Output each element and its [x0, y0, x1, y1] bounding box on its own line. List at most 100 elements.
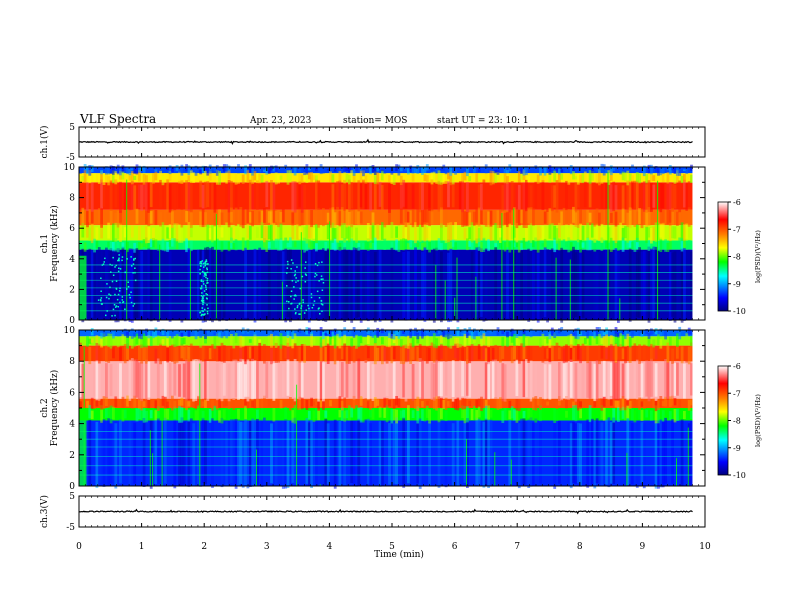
ch1-spectrogram-texture [612, 226, 616, 241]
time-axis: 0 1 2 3 4 5 6 7 8 9 10 [76, 542, 711, 552]
ch2-spectrogram-texture [612, 417, 616, 484]
ch2-spectrogram-texture [609, 335, 613, 345]
ch2-spectrogram-texture [607, 417, 611, 488]
ch2-spectrogram-texture [154, 400, 158, 409]
ch1-spectrogram-texture [451, 239, 455, 247]
ch1-spectrogram-texture [503, 173, 507, 184]
ch2-spectrogram-texture [133, 422, 137, 484]
ch1-spectrogram-texture [392, 175, 396, 185]
ch1-spectrogram-emission [286, 272, 288, 274]
ch2-spectrogram-texture [359, 396, 363, 406]
ch1-spectrogram-texture [600, 209, 604, 224]
ch2-spectrogram-texture [576, 399, 580, 411]
ch2-spectrogram-texture [206, 361, 210, 401]
ch2-spectrogram-texture [624, 338, 627, 347]
ch2-spectrogram-texture [671, 395, 674, 406]
ch2-spectrogram-texture [484, 405, 488, 420]
ch2-spectrogram-texture [574, 423, 578, 484]
ch1-spectrogram-emission [101, 303, 103, 305]
ch1-spectrogram-texture [289, 249, 292, 323]
ch1-spectrogram-texture [454, 222, 457, 240]
ch2-spectrogram-texture [114, 396, 118, 408]
ch2-spectrogram-texture [156, 330, 160, 336]
ch1-spectrogram-emission [299, 313, 301, 315]
ch1-spectrogram-texture [633, 180, 637, 209]
ch1-spectrogram-texture [300, 184, 304, 213]
ch1-spectrogram-emission [113, 304, 116, 306]
ch2-spectrogram-texture [395, 417, 398, 485]
ch1-spectrogram-emission [207, 282, 209, 284]
ch2-spectrogram-texture [281, 363, 285, 398]
ch1-spectrogram-texture [116, 164, 120, 175]
ch1-spectrogram-texture [513, 242, 516, 248]
ch2-spectrogram-texture [499, 397, 502, 409]
ch1-spectrogram-texture [100, 207, 103, 228]
ch1-spectrogram-texture [612, 168, 616, 171]
ch1-spectrogram-texture [583, 171, 587, 182]
ch2-spectrogram-texture [635, 335, 639, 345]
ch1-spectrogram-texture [348, 174, 351, 185]
ch1-spectrogram-texture [267, 241, 271, 250]
ch2-spectrogram-texture [588, 405, 592, 423]
ch1-spectrogram-texture [359, 250, 363, 323]
ch1-spectrogram-emission [294, 273, 297, 276]
ch2-spectrogram-texture [647, 361, 651, 402]
ch2-spectrogram-spike [319, 484, 321, 486]
ch2-spectrogram-texture [690, 363, 693, 396]
ch1-spectrogram-emission [204, 308, 206, 311]
ch2-spectrogram-texture [126, 343, 129, 360]
ch2-spectrogram-texture [126, 331, 129, 338]
ch1-spectrogram-texture [546, 226, 549, 240]
ch1-spectrogram-texture [100, 171, 103, 183]
figure-title: VLF Spectra [79, 112, 156, 126]
ch1-spectrogram-texture [558, 173, 561, 183]
ch2-spectrogram-texture [192, 359, 196, 402]
ch2-spectrogram-texture [109, 364, 113, 397]
ch1-spectrogram-texture [525, 225, 528, 242]
ch1-spectrogram-emission [286, 267, 289, 269]
ch1-spectrogram-texture [680, 175, 684, 184]
ch1-spectrogram-emission [205, 260, 208, 263]
ch1-spectrogram-texture [404, 222, 408, 239]
ch1-spectrogram-texture [477, 207, 481, 227]
ch2-spectrogram-texture [277, 401, 280, 407]
ch1-spectrogram-texture [555, 228, 559, 244]
ch2-spectrogram-texture [624, 398, 627, 411]
ch1-spectrogram-texture [432, 248, 436, 323]
ch2-spectrogram-texture [508, 400, 512, 408]
ch1-spectrogram-texture [600, 237, 604, 251]
ch1-spectrogram-texture [199, 249, 203, 317]
ch1-spectrogram-texture [673, 226, 677, 239]
ch2-spectrogram-texture [168, 400, 172, 408]
ch1-spectrogram-texture [532, 240, 535, 248]
ch2-spectrogram-texture [539, 397, 542, 410]
ch1-spectrogram-emission [310, 293, 313, 295]
ch2-spectrogram-texture [628, 400, 632, 409]
ch2-spectrogram-texture [628, 336, 632, 348]
ch2-spectrogram-texture [253, 332, 257, 337]
ch1-spectrogram-texture [654, 222, 658, 242]
ch1-spectrogram-texture [425, 227, 429, 239]
ch1-spectrogram-emission [301, 275, 304, 278]
ch2-spectrogram-texture [395, 330, 398, 336]
ch1-spectrogram-texture [130, 180, 134, 210]
ch1-spectrogram-emission [202, 303, 204, 306]
ch1-spectrogram-texture [343, 179, 347, 211]
ch1-spectrogram-texture [631, 180, 634, 208]
ch2-spectrogram-texture [447, 401, 450, 407]
date-label: Apr. 23, 2023 [249, 116, 312, 126]
ch1-spectrogram-emission [131, 265, 133, 267]
ch2-spectrogram-texture [468, 362, 472, 398]
ch1-spectrogram-texture [373, 167, 377, 175]
ch1-spectrogram-texture [208, 164, 212, 174]
ch1-spectrogram-emission [117, 306, 119, 308]
ch2-spectrogram-texture [534, 407, 538, 423]
ch2-spectrogram-texture [220, 330, 224, 339]
ch2-spectrogram-texture [138, 398, 141, 409]
ch1-spectrogram-texture [647, 207, 651, 226]
ch2-spectrogram-texture [220, 342, 224, 362]
ch1-spectrogram-texture [619, 169, 623, 175]
ch1-spectrogram-texture [423, 209, 427, 225]
ch2-spectrogram-texture [244, 346, 247, 365]
ch1-spectrogram-texture [333, 238, 337, 251]
